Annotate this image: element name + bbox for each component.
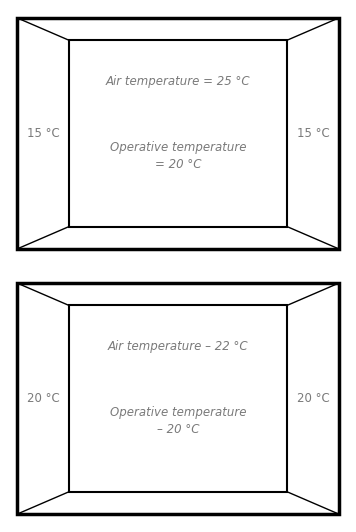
Text: Operative temperature
= 20 °C: Operative temperature = 20 °C [110, 141, 246, 171]
Text: Operative temperature
– 20 °C: Operative temperature – 20 °C [110, 406, 246, 436]
Text: 20 °C: 20 °C [27, 392, 59, 405]
Text: Air temperature = 25 °C: Air temperature = 25 °C [106, 74, 250, 88]
Text: 15 °C: 15 °C [27, 127, 59, 140]
Text: 15 °C: 15 °C [297, 127, 329, 140]
Bar [69, 305, 287, 492]
Text: 20 °C: 20 °C [297, 392, 329, 405]
Text: Air temperature – 22 °C: Air temperature – 22 °C [108, 340, 248, 353]
Bar [69, 40, 287, 227]
